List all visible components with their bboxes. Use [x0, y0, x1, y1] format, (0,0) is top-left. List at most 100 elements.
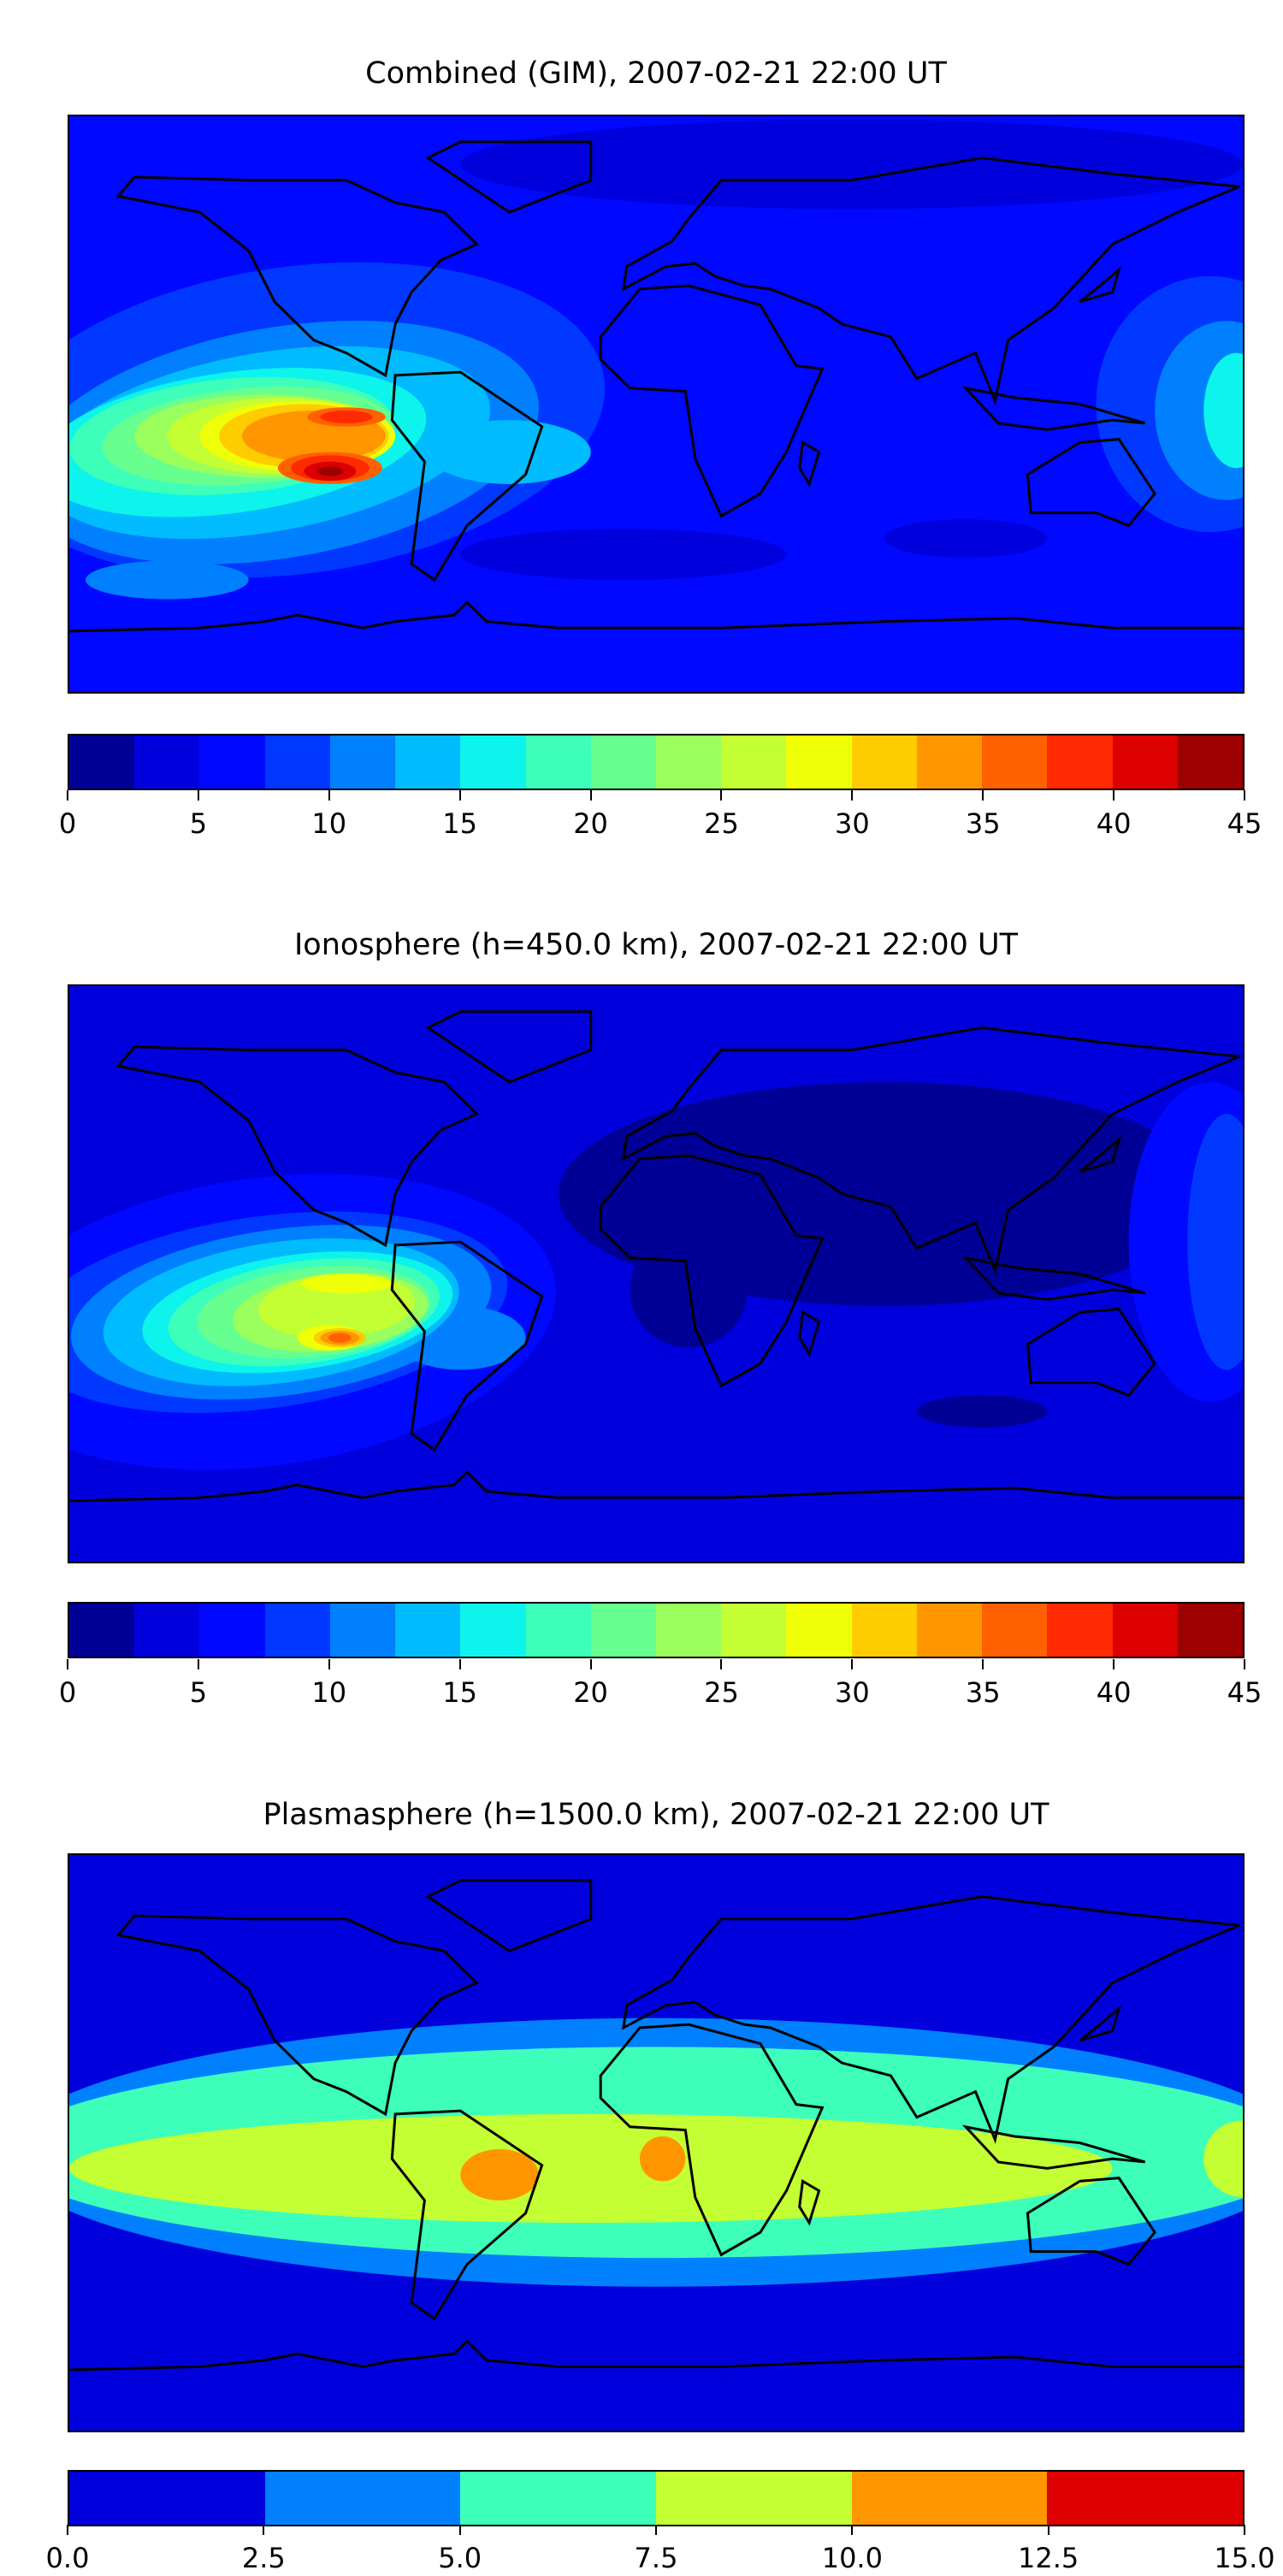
coastline	[118, 177, 476, 375]
colorbar-segment	[264, 2472, 461, 2525]
colorbar-segment	[395, 1604, 461, 1657]
colorbar-segment	[329, 736, 396, 789]
map-svg	[69, 1855, 1243, 2431]
colorbar-segment	[851, 2472, 1048, 2525]
colorbar-tick-label: 35	[965, 807, 1001, 840]
colorbar-tick-label: 30	[834, 1676, 870, 1709]
colorbar-tick	[1244, 1659, 1245, 1669]
colorbar-segment	[590, 736, 656, 789]
coastline	[966, 388, 1145, 430]
colorbar-segment	[982, 1604, 1048, 1657]
coastline	[69, 602, 1243, 631]
colorbar-segment	[264, 1604, 330, 1657]
colorbar-segment	[655, 1604, 722, 1657]
colorbar-tick	[1244, 790, 1245, 801]
colorbar-tick	[197, 1659, 199, 1669]
colorbar-tick	[67, 1659, 68, 1669]
coastline	[966, 2127, 1145, 2169]
contour-level	[460, 2148, 539, 2201]
colorbar-plasmasphere	[68, 2470, 1245, 2526]
coastline	[1079, 2008, 1119, 2040]
colorbar-tick-label: 35	[965, 1676, 1001, 1709]
colorbar-segment	[525, 736, 591, 789]
colorbar-segment	[134, 1604, 200, 1657]
coastline	[600, 2024, 822, 2254]
colorbar-tick	[655, 2525, 657, 2535]
coastline	[118, 1047, 476, 1245]
colorbar-tick-label: 0.0	[45, 2542, 90, 2574]
coastline	[600, 1155, 822, 1385]
colorbar-ticks-combined: 0 5 10 15 20 25 30 35 40 45	[59, 790, 1262, 842]
colorbar-tick-label: 0	[58, 1676, 77, 1709]
chart-title-combined: Combined (GIM), 2007-02-21 22:00 UT	[365, 56, 947, 91]
colorbar-tick-label: 0	[58, 807, 77, 840]
contour-level	[316, 466, 344, 476]
colorbar-segment	[1047, 1604, 1113, 1657]
colorbar-tick-label: 10	[311, 807, 347, 840]
colorbar-tick	[67, 790, 68, 801]
contour-level	[460, 529, 787, 581]
colorbar-tick	[263, 2525, 265, 2535]
colorbar-tick	[1047, 2525, 1049, 2535]
colorbar-tick-label: 25	[704, 1676, 739, 1709]
colorbar-tick	[851, 2525, 854, 2535]
colorbar-segment	[916, 1604, 983, 1657]
contour-level	[916, 1395, 1048, 1427]
colorbar-tick-label: 5.0	[438, 2542, 482, 2574]
coastline	[1027, 1309, 1155, 1396]
coastline	[1079, 1139, 1119, 1171]
contour-level	[1203, 2120, 1243, 2198]
contour-level	[1187, 1114, 1243, 1370]
map-combined	[68, 115, 1245, 694]
colorbar-segment	[786, 736, 852, 789]
map-ionosphere	[68, 984, 1245, 1563]
colorbar-tick-label: 45	[1227, 807, 1262, 840]
colorbar-segment	[199, 736, 265, 789]
colorbar-segment	[69, 2472, 265, 2525]
contour-level	[320, 410, 373, 423]
colorbar-segment	[656, 2472, 852, 2525]
coastline	[624, 1897, 1239, 2140]
coastline	[966, 1258, 1145, 1300]
colorbar-segment	[721, 1604, 787, 1657]
coastline	[392, 372, 541, 580]
coastline	[1027, 2178, 1155, 2265]
colorbar-tick	[328, 1659, 330, 1669]
colorbar-segment	[851, 736, 917, 789]
colorbar-tick	[458, 1659, 461, 1669]
colorbar-tick	[1244, 2525, 1245, 2535]
colorbar-tick	[328, 790, 330, 801]
colorbar-tick-label: 15	[442, 1676, 478, 1709]
coastline	[392, 2111, 541, 2319]
colorbar-segment	[1112, 1604, 1178, 1657]
colorbar-tick	[720, 790, 723, 801]
colorbar-ionosphere	[68, 1602, 1245, 1658]
colorbar-tick	[982, 1659, 984, 1669]
coastline	[118, 1916, 476, 2114]
coastline	[428, 1012, 591, 1082]
colorbar-segment	[655, 736, 722, 789]
colorbar-tick	[982, 790, 984, 801]
colorbar-segment	[721, 736, 787, 789]
colorbar-segment	[1177, 1604, 1243, 1657]
chart-title-plasmasphere: Plasmasphere (h=1500.0 km), 2007-02-21 2…	[263, 1798, 1049, 1832]
coastline	[428, 1881, 591, 1951]
coastline	[600, 286, 822, 516]
colorbar-tick-label: 40	[1096, 1676, 1132, 1709]
coastline	[392, 1242, 541, 1450]
coastline	[69, 1472, 1243, 1501]
colorbar-segment	[460, 2472, 657, 2525]
colorbar-segment	[264, 736, 330, 789]
colorbar-segment	[982, 736, 1048, 789]
colorbar-segment	[395, 736, 461, 789]
contour-level	[1203, 352, 1243, 469]
colorbar-tick-label: 15.0	[1214, 2542, 1275, 2574]
colorbar-segment	[1047, 2472, 1244, 2525]
coastline	[69, 2341, 1243, 2370]
coastline	[1079, 269, 1119, 301]
colorbar-tick-label: 5	[189, 807, 208, 840]
contour-level	[884, 519, 1048, 558]
colorbar-segment	[590, 1604, 656, 1657]
colorbar-tick-label: 2.5	[241, 2542, 286, 2574]
colorbar-segment	[786, 1604, 852, 1657]
